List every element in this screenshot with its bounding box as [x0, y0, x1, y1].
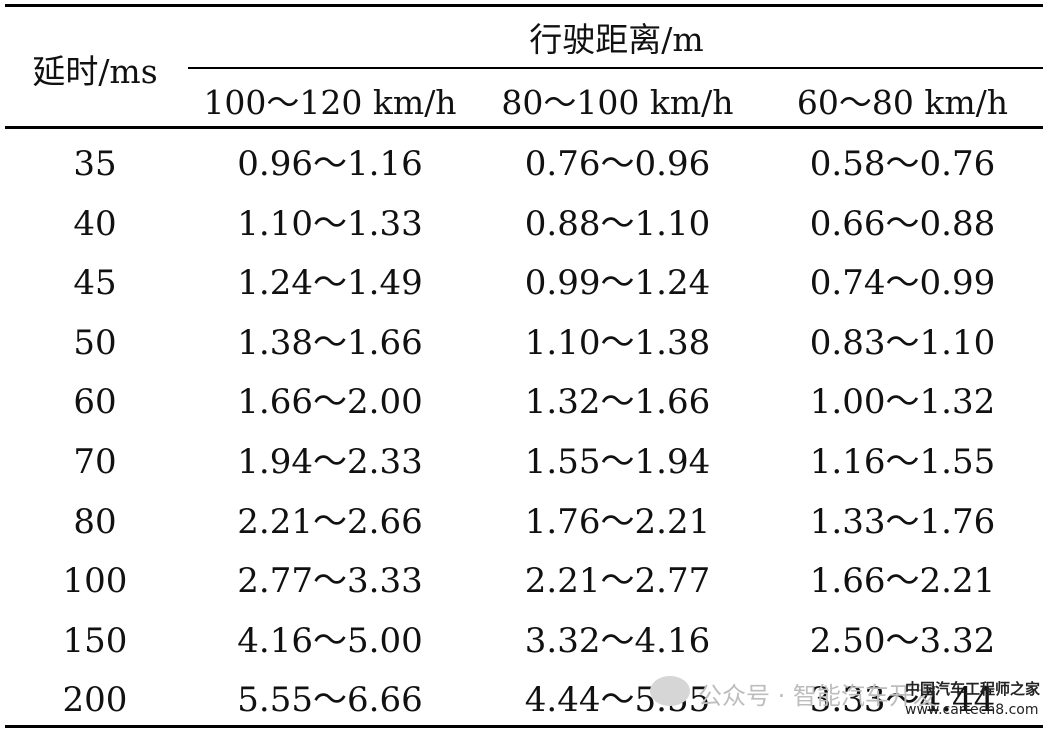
table-top-rule — [5, 4, 1043, 7]
watermark-site-url: www.cartech8.com — [905, 702, 1039, 718]
distance-cell: 0.74～0.99 — [809, 263, 996, 304]
header-speed-range-3: 60～80 km/h — [796, 83, 1009, 122]
distance-cell: 3.33～4.44 — [809, 680, 996, 721]
delay-cell: 70 — [73, 441, 117, 482]
table-body: 35 0.96～1.16 0.76～0.96 0.58～0.76 40 1.10… — [0, 140, 1050, 736]
distance-cell: 1.38～1.66 — [237, 322, 423, 363]
distance-cell: 1.10～1.33 — [237, 203, 423, 244]
distance-cell: 1.55～1.94 — [524, 441, 711, 482]
delay-cell: 60 — [73, 382, 117, 423]
distance-cell: 4.16～5.00 — [237, 620, 423, 661]
header-speed-range-1: 100～120 km/h — [203, 83, 457, 122]
distance-cell: 0.88～1.10 — [524, 203, 711, 244]
distance-cell: 1.66～2.21 — [809, 561, 996, 602]
distance-cell: 1.33～1.76 — [809, 501, 996, 542]
distance-cell: 2.77～3.33 — [237, 561, 423, 602]
header-distance-label: 行驶距离/m — [529, 20, 704, 59]
table-row: 45 1.24～1.49 0.99～1.24 0.74～0.99 — [0, 259, 1050, 319]
distance-cell: 1.94～2.33 — [237, 441, 423, 482]
table-row: 35 0.96～1.16 0.76～0.96 0.58～0.76 — [0, 140, 1050, 200]
distance-cell: 2.21～2.66 — [237, 501, 423, 542]
delay-cell: 50 — [73, 322, 117, 363]
wechat-icon — [650, 676, 690, 706]
delay-cell: 45 — [73, 263, 117, 304]
header-bottom-rule — [5, 126, 1043, 129]
distance-cell: 1.24～1.49 — [237, 263, 423, 304]
distance-cell: 1.10～1.38 — [524, 322, 711, 363]
distance-cell: 0.83～1.10 — [809, 322, 996, 363]
distance-cell: 1.16～1.55 — [809, 441, 996, 482]
table-row: 60 1.66～2.00 1.32～1.66 1.00～1.32 — [0, 378, 1050, 438]
header-speed-range-2: 80～100 km/h — [501, 83, 734, 122]
watermark-text: 公众号 · 智能汽车开发 — [698, 682, 937, 710]
distance-cell: 2.21～2.77 — [524, 561, 711, 602]
table-row: 50 1.38～1.66 1.10～1.38 0.83～1.10 — [0, 319, 1050, 379]
distance-cell: 0.96～1.16 — [237, 144, 423, 184]
distance-cell: 1.32～1.66 — [524, 382, 711, 423]
distance-cell: 0.99～1.24 — [524, 263, 711, 304]
distance-cell: 0.58～0.76 — [809, 144, 996, 184]
distance-cell: 1.66～2.00 — [237, 382, 423, 423]
table-row: 70 1.94～2.33 1.55～1.94 1.16～1.55 — [0, 438, 1050, 498]
delay-cell: 150 — [62, 620, 128, 661]
distance-cell: 1.00～1.32 — [809, 382, 996, 423]
distance-cell: 0.66～0.88 — [809, 203, 996, 244]
delay-cell: 35 — [73, 144, 117, 184]
table-row: 40 1.10～1.33 0.88～1.10 0.66～0.88 — [0, 200, 1050, 260]
table-row: 150 4.16～5.00 3.32～4.16 2.50～3.32 — [0, 617, 1050, 677]
delay-cell: 100 — [62, 561, 128, 602]
watermark-site-name: 中国汽车工程师之家 — [905, 680, 1041, 698]
distance-cell: 0.76～0.96 — [524, 144, 711, 184]
table-bottom-rule — [5, 725, 1043, 728]
header-mid-rule — [188, 67, 1043, 69]
distance-cell: 3.32～4.16 — [524, 620, 711, 661]
watermark: 公众号 · 智能汽车开发 中国汽车工程师之家 www.cartech8.com — [650, 668, 1045, 726]
delay-cell: 40 — [73, 203, 117, 244]
table-row: 100 2.77～3.33 2.21～2.77 1.66～2.21 — [0, 557, 1050, 617]
delay-cell: 200 — [62, 680, 128, 721]
distance-cell: 1.76～2.21 — [524, 501, 711, 542]
distance-cell: 2.50～3.32 — [809, 620, 996, 661]
header-delay-label: 延时/ms — [32, 52, 158, 91]
delay-cell: 80 — [73, 501, 117, 542]
distance-cell: 5.55～6.66 — [237, 680, 423, 721]
table-row: 80 2.21～2.66 1.76～2.21 1.33～1.76 — [0, 498, 1050, 558]
